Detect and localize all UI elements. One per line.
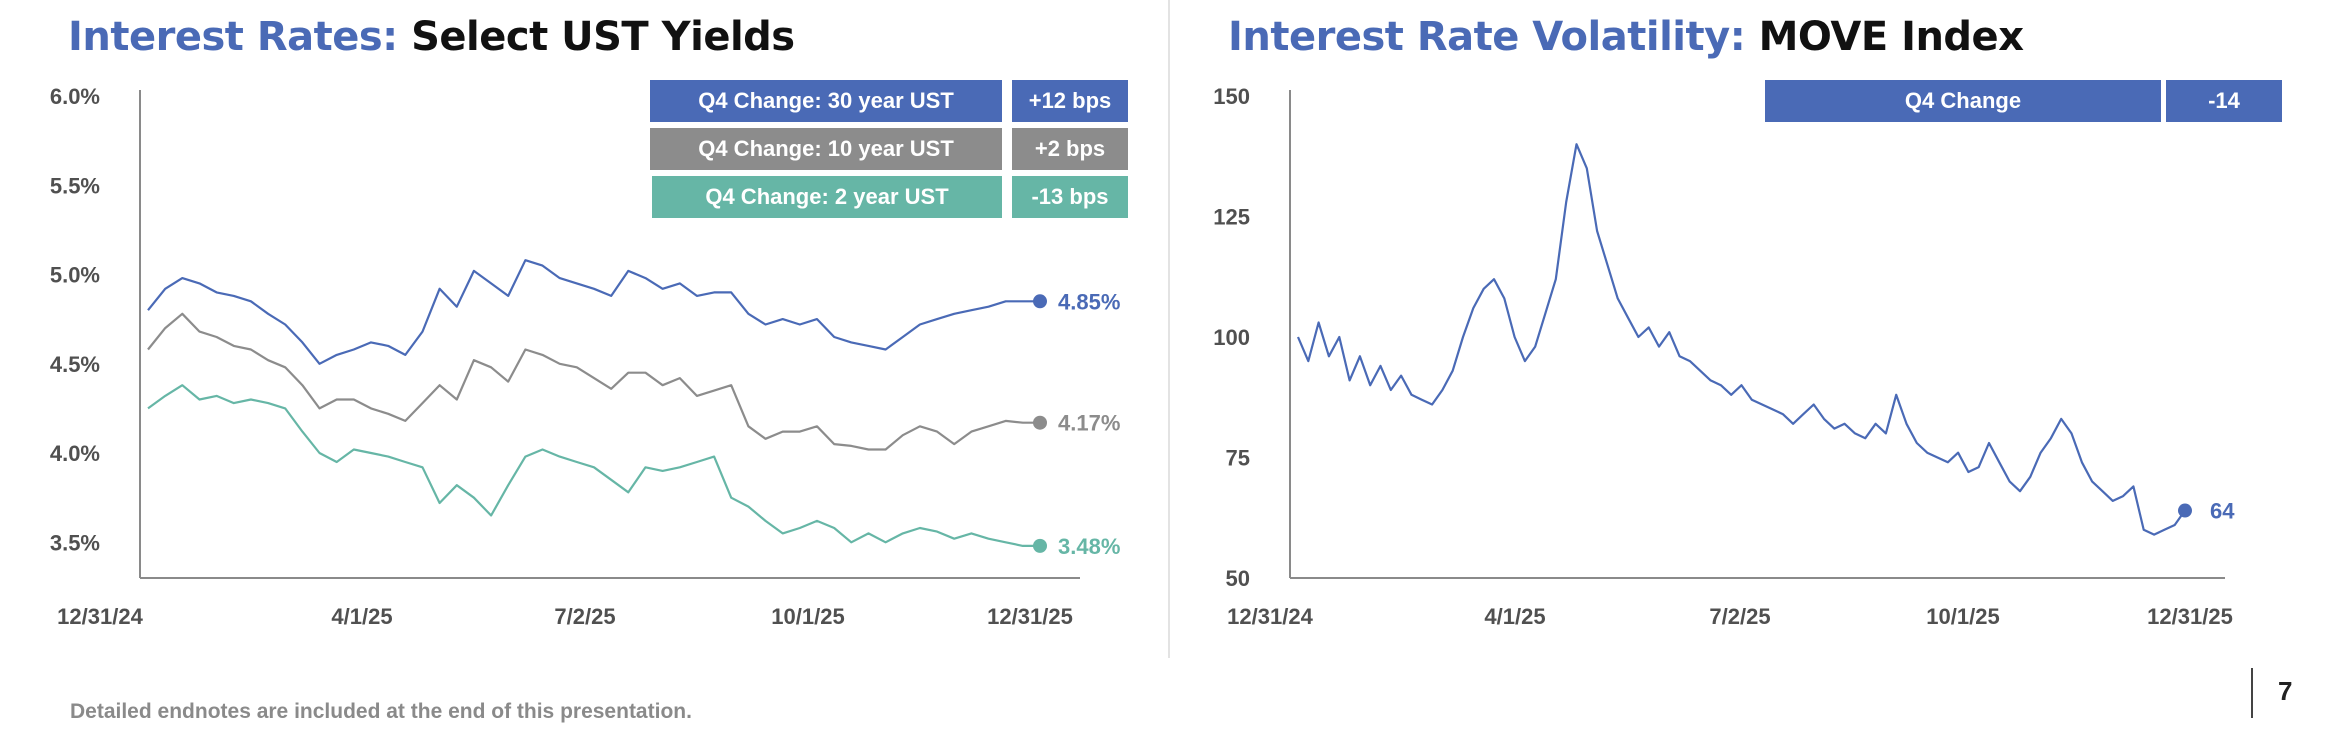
legend-label-box: Q4 Change: [1765, 80, 2161, 122]
legend-label-box: Q4 Change: 2 year UST: [652, 176, 1002, 218]
legend-value-box: -14: [2166, 80, 2282, 122]
x-tick-label: 4/1/25: [1484, 604, 1545, 629]
footnote: Detailed endnotes are included at the en…: [70, 700, 692, 723]
left-title-lead: Interest Rates:: [68, 14, 398, 60]
x-tick-label: 7/2/25: [1709, 604, 1770, 629]
left-chart-title: Interest Rates: Select UST Yields: [68, 14, 795, 60]
panel-divider: [1168, 0, 1170, 658]
legend-label-box: Q4 Change: 10 year UST: [650, 128, 1002, 170]
series-end-marker: [2178, 503, 2192, 518]
y-tick-label: 75: [1226, 446, 1250, 471]
x-tick-label: 12/31/24: [57, 604, 143, 629]
legend-value-box: +12 bps: [1012, 80, 1128, 122]
series-end-marker: [1033, 294, 1047, 309]
series-end-marker: [1033, 538, 1047, 553]
y-tick-label: 5.5%: [50, 173, 100, 198]
y-tick-label: 6.0%: [50, 84, 100, 109]
x-tick-label: 12/31/25: [987, 604, 1073, 629]
legend-value-box: +2 bps: [1012, 128, 1128, 170]
series-end-label: 3.48%: [1058, 534, 1120, 559]
series-end-marker: [1033, 415, 1047, 430]
series-line: [147, 384, 1040, 548]
page-number-rule: [2251, 668, 2253, 718]
page-number: 7: [2278, 676, 2293, 706]
x-tick-label: 10/1/25: [1926, 604, 1999, 629]
y-tick-label: 150: [1213, 84, 1250, 109]
series-end-label: 4.17%: [1058, 411, 1120, 436]
legend-value-box: -13 bps: [1012, 176, 1128, 218]
x-tick-label: 7/2/25: [554, 604, 615, 629]
series-line: [1296, 143, 2186, 536]
right-chart-title: Interest Rate Volatility: MOVE Index: [1228, 14, 2024, 60]
series-line: [147, 312, 1040, 451]
right-title-rest: MOVE Index: [1758, 14, 2024, 60]
left-title-rest: Select UST Yields: [411, 14, 795, 60]
x-tick-label: 4/1/25: [331, 604, 392, 629]
legend-label-box: Q4 Change: 30 year UST: [650, 80, 1002, 122]
move-index-chart: 150 125 100 75 50 12/31/24 4/1/25 7/2/25 10/1/25…: [1213, 84, 2235, 629]
series-line: [147, 259, 1040, 365]
series-end-label: 64: [2210, 499, 2235, 524]
ust-yields-chart: 6.0% 5.5% 5.0% 4.5% 4.0% 3.5% 12/31/24 4/1/25 7/…: [50, 84, 1121, 629]
right-title-lead: Interest Rate Volatility:: [1228, 14, 1746, 60]
y-tick-label: 4.0%: [50, 441, 100, 466]
y-tick-label: 50: [1226, 566, 1250, 591]
x-tick-label: 12/31/25: [2147, 604, 2233, 629]
y-tick-label: 5.0%: [50, 263, 100, 288]
y-tick-label: 125: [1213, 205, 1250, 230]
x-tick-label: 12/31/24: [1227, 604, 1313, 629]
x-tick-label: 10/1/25: [771, 604, 844, 629]
series-end-label: 4.85%: [1058, 289, 1120, 314]
y-tick-label: 4.5%: [50, 352, 100, 377]
y-tick-label: 100: [1213, 325, 1250, 350]
y-tick-label: 3.5%: [50, 530, 100, 555]
